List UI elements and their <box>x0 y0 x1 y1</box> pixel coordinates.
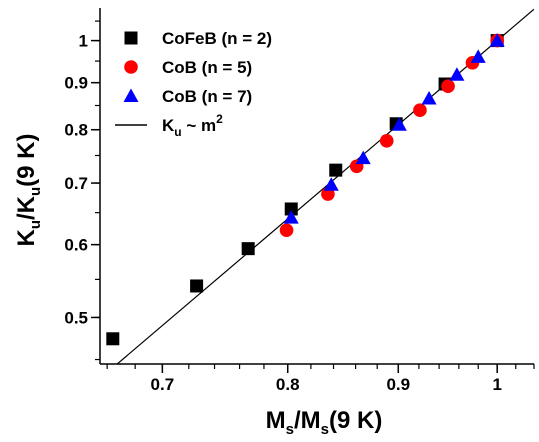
x-tick-label: 0.9 <box>386 375 410 394</box>
point-series-0 <box>329 163 343 177</box>
y-tick-label: 0.5 <box>64 308 88 327</box>
point-series-2 <box>283 210 299 224</box>
point-series-2 <box>489 33 505 47</box>
x-axis-title: Ms/Ms(9 K) <box>266 407 383 438</box>
x-tick-label: 0.7 <box>151 375 175 394</box>
point-series-2 <box>355 150 371 165</box>
legend-label: CoB (n = 7) <box>162 87 252 106</box>
point-series-2 <box>391 117 407 131</box>
plot-area <box>99 8 534 365</box>
point-series-1 <box>441 79 455 94</box>
x-axis: 0.7 0.8 0.9 1 <box>106 364 535 394</box>
point-series-1 <box>413 103 427 118</box>
legend-label: Ku ~ m2 <box>162 112 223 139</box>
fit-line <box>116 8 534 364</box>
legend-label: CoB (n = 5) <box>162 58 252 77</box>
y-axis-title: Ku/Ku(9 K) <box>13 133 44 246</box>
point-series-1 <box>379 134 394 148</box>
legend: CoFeB (n = 2) CoB (n = 5) CoB (n = 7) Ku ~ … <box>115 29 272 139</box>
y-tick-label: 1 <box>79 32 88 51</box>
point-series-2 <box>323 177 339 191</box>
legend-label: CoFeB (n = 2) <box>162 29 272 48</box>
legend-marker <box>124 31 138 45</box>
y-tick-label: 0.9 <box>64 74 88 93</box>
point-series-0 <box>190 279 204 293</box>
point-series-2 <box>421 91 437 105</box>
x-tick-label: 1 <box>492 375 501 394</box>
y-tick-label: 0.6 <box>64 236 88 255</box>
data-marks <box>106 8 534 364</box>
legend-marker <box>124 60 138 74</box>
y-tick-label: 0.7 <box>64 174 88 193</box>
point-series-0 <box>284 202 298 216</box>
point-series-1 <box>279 223 294 238</box>
point-series-2 <box>449 67 465 81</box>
y-tick-label: 0.8 <box>64 121 88 140</box>
y-axis: 0.5 0.6 0.7 0.8 0.9 1 <box>64 20 100 361</box>
legend-marker <box>123 88 139 102</box>
point-series-0 <box>241 242 255 256</box>
point-series-0 <box>106 332 120 346</box>
x-tick-label: 0.8 <box>276 375 300 394</box>
point-series-2 <box>470 49 486 63</box>
